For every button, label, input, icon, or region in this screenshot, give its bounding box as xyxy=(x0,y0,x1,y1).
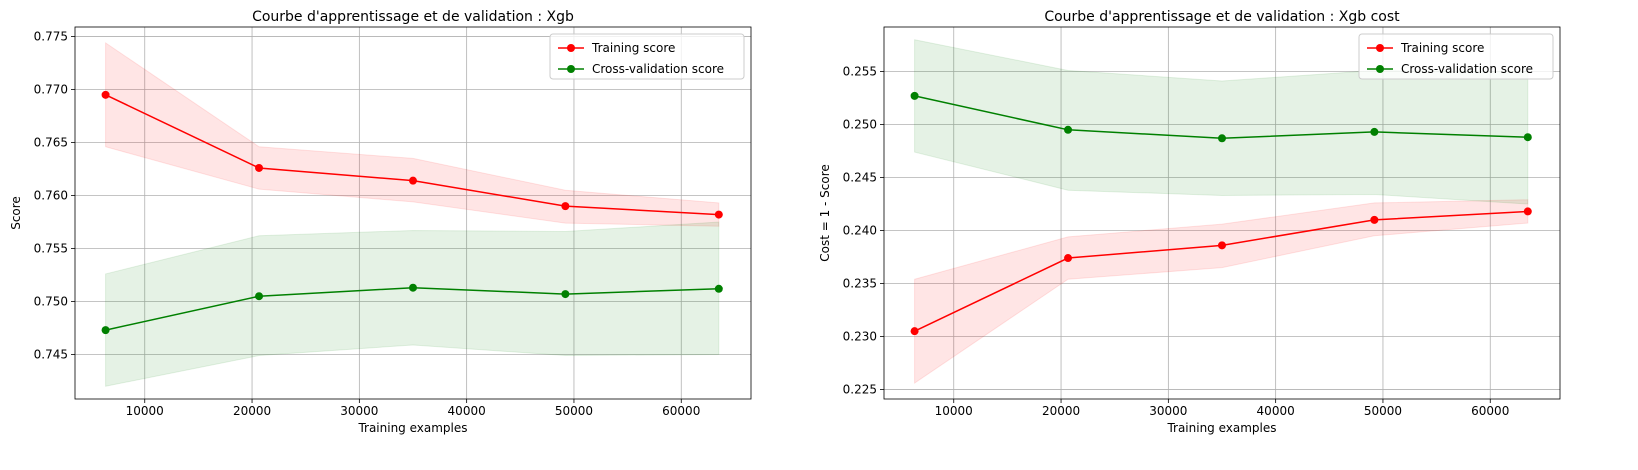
y-tick-label: 0.235 xyxy=(843,276,877,290)
validation-point xyxy=(255,292,264,301)
y-tick-label: 0.760 xyxy=(34,189,68,203)
legend-box xyxy=(1358,33,1554,80)
y-tick-label: 0.240 xyxy=(843,223,877,237)
validation-point xyxy=(910,91,919,100)
legend-training-marker xyxy=(1376,44,1384,52)
y-tick-label: 0.765 xyxy=(34,136,68,150)
training-point xyxy=(409,176,417,185)
training-point xyxy=(714,210,723,219)
legend-box xyxy=(549,33,745,80)
training-band xyxy=(914,199,1529,385)
validation-point xyxy=(1370,127,1379,136)
training-point xyxy=(910,327,919,336)
training-point xyxy=(101,90,110,99)
chart-title: Courbe d'apprentissage et de validation … xyxy=(252,9,574,25)
legend-validation-marker xyxy=(567,65,575,73)
y-tick-label: 0.250 xyxy=(843,118,877,132)
x-tick-label: 60000 xyxy=(1471,404,1509,418)
y-tick-label: 0.745 xyxy=(34,347,68,361)
y-tick-label: 0.750 xyxy=(34,294,68,308)
x-tick-label: 10000 xyxy=(126,404,164,418)
y-tick-label: 0.255 xyxy=(843,65,877,79)
validation-point xyxy=(561,290,570,299)
y-tick-label: 0.775 xyxy=(34,30,68,44)
training-band xyxy=(105,41,720,227)
x-tick-label: 50000 xyxy=(555,404,593,418)
validation-point xyxy=(1523,133,1532,142)
legend: Training score Cross-validation score xyxy=(549,33,745,80)
validation-point xyxy=(409,283,417,292)
x-tick-label: 10000 xyxy=(935,404,973,418)
axes-frame xyxy=(883,26,1561,400)
training-point xyxy=(1523,207,1532,216)
training-point xyxy=(561,202,570,211)
validation-band xyxy=(914,39,1529,205)
y-tick-label: 0.245 xyxy=(843,170,877,184)
training-point xyxy=(1218,241,1226,250)
x-tick-label: 20000 xyxy=(233,404,271,418)
legend-training-label: Training score xyxy=(1400,41,1484,55)
y-tick-label: 0.755 xyxy=(34,242,68,256)
y-tick-label: 0.770 xyxy=(34,83,68,97)
training-point xyxy=(255,163,264,172)
validation-point xyxy=(101,326,110,335)
y-axis-label: Score xyxy=(9,196,23,230)
x-tick-label: 60000 xyxy=(662,404,700,418)
legend-training-marker xyxy=(567,44,575,52)
legend-validation-marker xyxy=(1376,65,1384,73)
training-point xyxy=(1064,254,1073,263)
training-point xyxy=(1370,215,1379,224)
chart-title: Courbe d'apprentissage et de validation … xyxy=(1044,9,1400,25)
legend-validation-label: Cross-validation score xyxy=(592,62,724,76)
x-tick-label: 40000 xyxy=(448,404,486,418)
axes-frame xyxy=(74,26,752,400)
chart-panel-1: 10000 20000 30000 40000 50000 60000 0.745 0.750… xyxy=(9,9,752,435)
x-tick-label: 20000 xyxy=(1042,404,1080,418)
legend-training-label: Training score xyxy=(591,41,675,55)
y-axis-label: Cost = 1 - Score xyxy=(818,164,832,262)
legend-validation-label: Cross-validation score xyxy=(1401,62,1533,76)
validation-band xyxy=(105,221,720,387)
legend: Training score Cross-validation score xyxy=(1358,33,1554,80)
chart-panel-2: 10000 20000 30000 40000 50000 60000 0.225 0.230… xyxy=(818,9,1561,435)
validation-point xyxy=(1218,134,1226,143)
x-tick-label: 30000 xyxy=(1149,404,1187,418)
x-tick-label: 50000 xyxy=(1364,404,1402,418)
x-axis-label: Training examples xyxy=(357,421,467,435)
x-tick-label: 30000 xyxy=(340,404,378,418)
x-axis-label: Training examples xyxy=(1166,421,1276,435)
x-tick-label: 40000 xyxy=(1257,404,1295,418)
y-tick-label: 0.225 xyxy=(843,382,877,396)
validation-point xyxy=(1064,125,1073,134)
y-tick-label: 0.230 xyxy=(843,329,877,343)
validation-point xyxy=(714,284,723,293)
